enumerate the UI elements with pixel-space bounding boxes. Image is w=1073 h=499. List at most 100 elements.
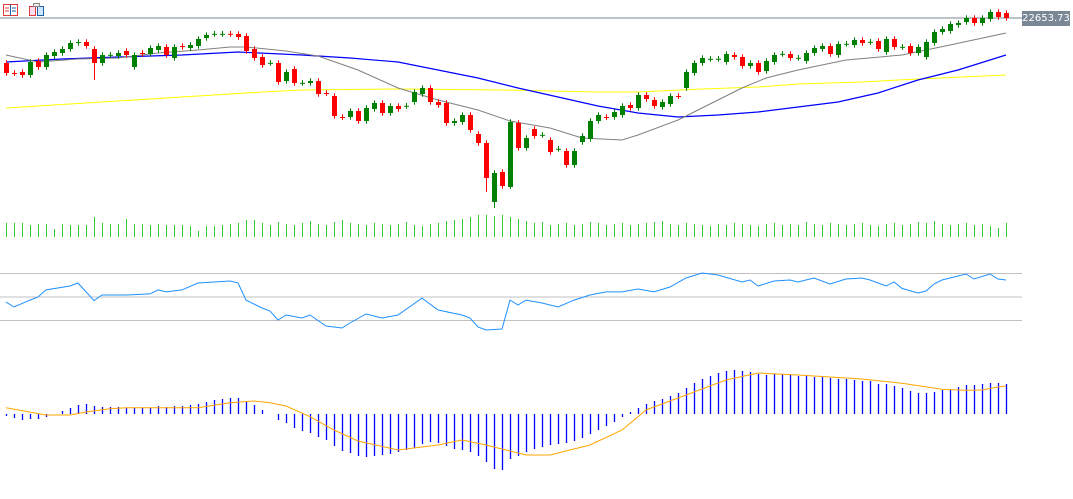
candle-bearish — [476, 134, 481, 143]
candle-bearish — [484, 143, 489, 178]
candle-bullish — [188, 45, 193, 48]
candle-bearish — [140, 53, 145, 54]
candle-bullish — [524, 138, 529, 148]
candle-bullish — [508, 122, 513, 187]
candle-bearish — [252, 49, 257, 58]
candle-bearish — [332, 96, 337, 116]
candle-bullish — [764, 61, 769, 71]
candle-bullish — [780, 53, 785, 55]
candle-bearish — [444, 103, 449, 123]
candle-bullish — [916, 47, 921, 53]
candle-bullish — [980, 18, 985, 23]
macd-signal-line — [5, 372, 1007, 456]
candle-bearish — [732, 55, 737, 57]
toolbar — [0, 0, 45, 20]
candle-bullish — [612, 112, 617, 117]
candle-bullish — [420, 88, 425, 94]
candle-bearish — [228, 33, 233, 35]
candle-bullish — [660, 102, 665, 107]
candle-bullish — [852, 40, 857, 45]
candle-bearish — [892, 39, 897, 47]
candle-bearish — [468, 115, 473, 130]
candle-bearish — [84, 42, 89, 46]
candles — [4, 9, 1009, 208]
ma-mid-line — [5, 51, 1007, 118]
candle-bearish — [652, 100, 657, 106]
candle-bearish — [860, 40, 865, 43]
candle-bullish — [156, 46, 161, 50]
candle-bearish — [548, 140, 553, 152]
candle-bullish — [404, 105, 409, 107]
candle-bullish — [636, 95, 641, 108]
current-price-label: 22653.73 — [1022, 11, 1070, 26]
candle-bullish — [76, 42, 81, 43]
candle-bullish — [148, 48, 153, 54]
candle-bullish — [572, 151, 577, 165]
candle-bearish — [532, 129, 537, 136]
candle-bearish — [828, 46, 833, 54]
candle-bearish — [740, 57, 745, 66]
candle-bullish — [804, 53, 809, 61]
candle-bullish — [492, 173, 497, 202]
candle-bullish — [724, 54, 729, 62]
rsi-panel — [0, 272, 1022, 331]
candle-bullish — [364, 108, 369, 121]
candle-bearish — [788, 54, 793, 58]
candle-bullish — [204, 35, 209, 38]
candle-bullish — [132, 55, 137, 67]
candle-bearish — [908, 46, 913, 53]
candle-bullish — [668, 96, 673, 104]
list-icon[interactable] — [3, 2, 19, 16]
candle-bullish — [588, 121, 593, 139]
candle-bullish — [844, 43, 849, 45]
candle-bearish — [324, 93, 329, 94]
candle-bullish — [748, 63, 753, 66]
candle-bullish — [964, 18, 969, 22]
candle-bullish — [708, 58, 713, 60]
candle-bearish — [644, 95, 649, 99]
candle-bullish — [700, 58, 705, 63]
candle-bullish — [932, 32, 937, 43]
candle-bullish — [988, 12, 993, 19]
candle-bullish — [900, 46, 905, 48]
candle-bearish — [428, 88, 433, 102]
candle-bullish — [52, 52, 57, 56]
candle-bullish — [284, 72, 289, 81]
candle-bullish — [68, 43, 73, 49]
candle-bearish — [972, 18, 977, 23]
candle-bearish — [276, 63, 281, 82]
candle-bullish — [948, 24, 953, 31]
ma-fast-line — [5, 32, 1007, 141]
candle-bearish — [180, 46, 185, 47]
candle-bullish — [940, 29, 945, 32]
candle-bullish — [196, 39, 201, 46]
candle-bullish — [796, 57, 801, 59]
candle-bearish — [92, 49, 97, 63]
candle-bearish — [340, 117, 345, 118]
candle-bullish — [452, 121, 457, 123]
candle-bearish — [260, 57, 265, 65]
candle-bullish — [868, 41, 873, 43]
ma-slow-line — [5, 74, 1007, 109]
candle-bearish — [516, 123, 521, 148]
candle-bullish — [716, 58, 721, 60]
candle-bearish — [564, 151, 569, 165]
candle-bullish — [300, 82, 305, 84]
candle-bearish — [1004, 13, 1009, 18]
candle-bullish — [108, 54, 113, 56]
candle-bearish — [756, 63, 761, 72]
candle-bullish — [836, 44, 841, 55]
candle-bullish — [812, 48, 817, 53]
save-template-icon[interactable] — [29, 2, 45, 16]
macd-panel — [5, 370, 1008, 470]
candle-bearish — [124, 51, 129, 55]
candle-bullish — [116, 53, 121, 56]
candle-bearish — [4, 63, 9, 73]
candle-bullish — [100, 55, 105, 63]
candle-bullish — [28, 62, 33, 75]
candle-bearish — [36, 61, 41, 67]
candle-bullish — [60, 49, 65, 53]
candle-bullish — [956, 23, 961, 25]
moving-averages — [5, 32, 1007, 141]
